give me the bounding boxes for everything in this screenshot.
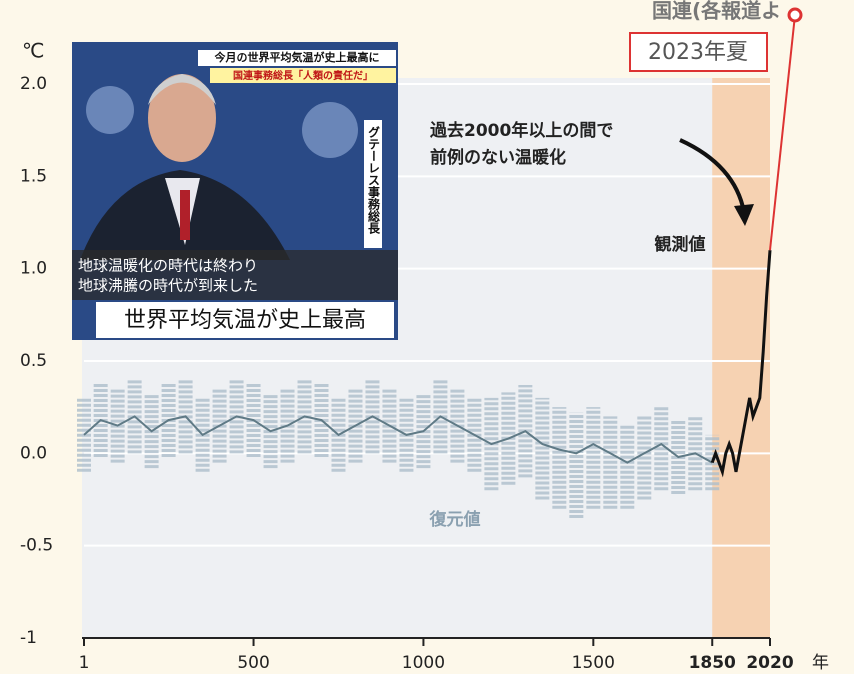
- source-label: 国連(各報道よ: [652, 0, 781, 23]
- quote-bg: [72, 250, 398, 300]
- x-tick-label: 500: [237, 653, 269, 673]
- y-tick-label: 1.5: [20, 166, 47, 186]
- hair: [148, 74, 216, 105]
- series-label: 観測値: [655, 234, 706, 255]
- highlight-pointer: [769, 14, 796, 251]
- x-tick-label: 1500: [572, 653, 615, 673]
- headline: 今月の世界平均気温が史上最高に: [214, 50, 380, 64]
- y-tick-label: -0.5: [20, 536, 53, 556]
- x-tick-label: 2020: [746, 653, 793, 673]
- arrow-head: [734, 204, 754, 226]
- y-tick-label: -1: [20, 628, 37, 648]
- annotation: 前例のない温暖化: [430, 147, 566, 168]
- highlight-label: 2023年夏: [648, 40, 748, 65]
- tie: [180, 190, 190, 240]
- news-image: 今月の世界平均気温が史上最高に 国連事務総長「人類の責任だ」 グテーレス事務総長…: [72, 42, 398, 340]
- annotation: 過去2000年以上の間で: [430, 120, 613, 141]
- series-line: [710, 250, 772, 478]
- caption-bg: [96, 302, 394, 338]
- face: [148, 74, 216, 162]
- highlight-box: [629, 32, 768, 72]
- headline-bg: [198, 50, 396, 66]
- emblem: [302, 102, 358, 158]
- series-line: [83, 415, 713, 464]
- subheadline-bg: [210, 68, 396, 83]
- quote: 地球沸騰の時代が到来した: [78, 277, 258, 295]
- x-tick-label: 1: [79, 653, 90, 673]
- y-tick-label: 0.5: [20, 351, 47, 371]
- unit-label: ℃: [22, 39, 44, 63]
- x-tick-label: 1850: [689, 653, 736, 673]
- series-label: 復元値: [429, 509, 481, 530]
- speaker: グテーレス事務総長: [367, 125, 381, 235]
- caption: 世界平均気温が史上最高: [124, 308, 366, 333]
- arrow: [679, 138, 746, 213]
- subheadline: 国連事務総長「人類の責任だ」: [233, 69, 373, 82]
- x-tick-label: 1000: [402, 653, 445, 673]
- speaker-bg: [364, 120, 382, 248]
- y-tick-label: 0.0: [20, 443, 47, 463]
- y-tick-label: 2.0: [20, 74, 47, 94]
- quote: 地球温暖化の時代は終わり: [78, 257, 258, 275]
- emblem: [86, 86, 134, 134]
- y-tick-label: 1.0: [20, 259, 47, 279]
- highlight-marker: [787, 7, 803, 23]
- x-unit-label: 年: [812, 653, 829, 673]
